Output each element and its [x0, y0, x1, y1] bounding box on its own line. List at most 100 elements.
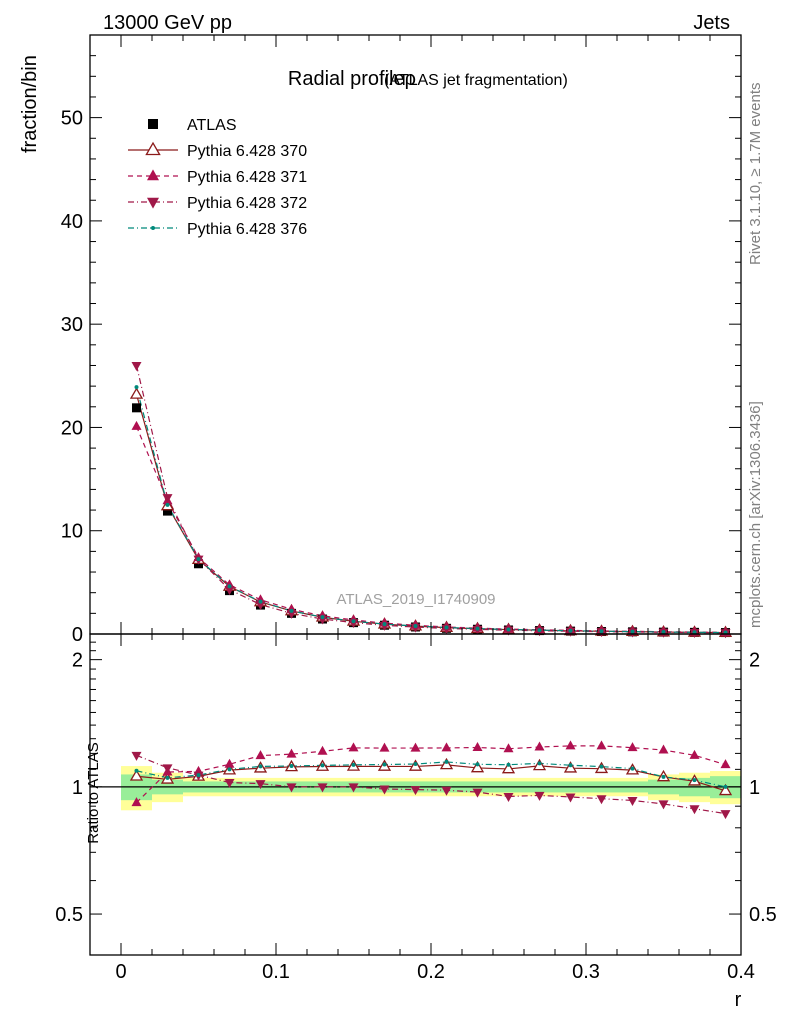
- ratio-point-2: [162, 764, 173, 774]
- ratio-point-3: [599, 764, 604, 769]
- legend-label: Pythia 6.428 376: [187, 221, 307, 238]
- series-point-2: [410, 623, 421, 633]
- x-tick-label: 0.2: [417, 961, 445, 983]
- ratio-point-1: [131, 797, 142, 807]
- series-point-3: [661, 630, 666, 635]
- x-tick-label: 0.3: [572, 961, 600, 983]
- series-point-2: [162, 494, 173, 504]
- chart-title: Radial profileρ: [288, 68, 416, 90]
- ratio-point-3: [630, 766, 635, 771]
- ratio-point-2: [534, 791, 545, 801]
- ratio-point-2: [472, 788, 483, 798]
- series-point-2: [224, 586, 235, 596]
- ratio-y-axis-label: Ratio to ATLAS: [85, 742, 102, 843]
- ratio-point-1: [658, 744, 669, 754]
- ratio-point-3: [196, 773, 201, 778]
- ratio-point-1: [534, 741, 545, 751]
- legend: ATLAS Pythia 6.428 370 Pythia 6.428 371 Pyt…: [128, 117, 307, 238]
- y-tick-label: 20: [61, 417, 83, 439]
- ratio-point-1: [410, 742, 421, 752]
- ratio-y-tick-label-right: 2: [749, 650, 760, 672]
- ratio-y-tick-label-right: 1: [749, 777, 760, 799]
- y-tick-label: 30: [61, 314, 83, 336]
- ratio-point-2: [410, 786, 421, 796]
- legend-marker: [151, 226, 155, 230]
- series-point-3: [320, 615, 325, 620]
- y-tick-label: 0: [72, 624, 83, 646]
- ratio-point-3: [320, 763, 325, 768]
- ratio-y-tick-label: 1: [72, 777, 83, 799]
- x-tick-label: 0: [115, 961, 126, 983]
- ratio-point-2: [348, 783, 359, 793]
- ratio-point-2: [689, 805, 700, 815]
- legend-marker: [147, 197, 159, 209]
- ratio-point-3: [506, 762, 511, 767]
- ratio-point-1: [224, 758, 235, 768]
- series-point-3: [599, 629, 604, 634]
- ratio-point-0: [470, 760, 485, 773]
- series-point-3: [382, 622, 387, 627]
- y-tick-label: 40: [61, 211, 83, 233]
- series-point-1: [255, 594, 266, 604]
- y-tick-label: 50: [61, 108, 83, 130]
- ratio-point-1: [720, 759, 731, 769]
- ratio-point-2: [565, 793, 576, 803]
- ratio-point-1: [689, 749, 700, 759]
- ratio-point-3: [475, 762, 480, 767]
- series-point-3: [506, 627, 511, 632]
- analysis-watermark: ATLAS_2019_I1740909: [336, 591, 495, 608]
- legend-label: Pythia 6.428 371: [187, 169, 307, 186]
- rivet-version-label: Rivet 3.1.10, ≥ 1.7M events: [747, 83, 764, 266]
- series-point-3: [165, 502, 170, 507]
- ratio-point-2: [658, 800, 669, 810]
- series-point-3: [692, 630, 697, 635]
- series-point-3: [537, 628, 542, 633]
- series-point-2: [317, 615, 328, 625]
- legend-label: Pythia 6.428 370: [187, 143, 307, 160]
- ratio-point-3: [692, 778, 697, 783]
- ratio-point-1: [627, 742, 638, 752]
- ratio-point-3: [444, 759, 449, 764]
- series-point-3: [568, 628, 573, 633]
- ratio-point-1: [441, 742, 452, 752]
- ratio-point-2: [317, 783, 328, 793]
- axes: 0 0.1 0.2 0.3 0.4 0 10 20 30 40 50 0.5 0.5 1 1 2 2: [55, 34, 777, 983]
- x-tick-label: 0.4: [727, 961, 755, 983]
- x-axis-label: r: [735, 989, 742, 1011]
- ratio-point-2: [720, 810, 731, 820]
- ratio-point-3: [258, 764, 263, 769]
- header-process-label: Jets: [693, 12, 730, 34]
- legend-label: ATLAS: [187, 117, 237, 134]
- series-point-3: [351, 619, 356, 624]
- y-tick-label: 10: [61, 521, 83, 543]
- ratio-point-3: [289, 764, 294, 769]
- series-point-0: [129, 387, 144, 399]
- data-point: [163, 506, 172, 516]
- ratio-point-3: [351, 762, 356, 767]
- ratio-frame: [89, 633, 742, 956]
- series-point-3: [227, 584, 232, 589]
- header-energy-label: 13000 GeV pp: [103, 12, 232, 34]
- series-point-3: [258, 599, 263, 604]
- series-point-1: [131, 420, 142, 430]
- ratio-y-tick-label: 0.5: [55, 904, 83, 926]
- ratio-point-3: [661, 774, 666, 779]
- ratio-point-3: [165, 775, 170, 780]
- ratio-point-2: [224, 779, 235, 789]
- ratio-point-0: [718, 783, 733, 796]
- ratio-point-3: [134, 768, 139, 773]
- series-point-2: [379, 621, 390, 631]
- ratio-point-2: [441, 786, 452, 796]
- series-point-2: [131, 361, 142, 371]
- mcplots-source-label: mcplots.cern.ch [arXiv:1306.3436]: [747, 401, 764, 628]
- ratio-point-3: [227, 767, 232, 772]
- x-tick-label: 0.1: [262, 961, 290, 983]
- series-point-3: [413, 624, 418, 629]
- series-point-3: [475, 626, 480, 631]
- series-point-3: [444, 625, 449, 630]
- chart-subtitle: (ATLAS jet fragmentation): [384, 72, 568, 89]
- legend-marker: [148, 119, 158, 129]
- series-point-3: [134, 385, 139, 390]
- ratio-point-3: [537, 761, 542, 766]
